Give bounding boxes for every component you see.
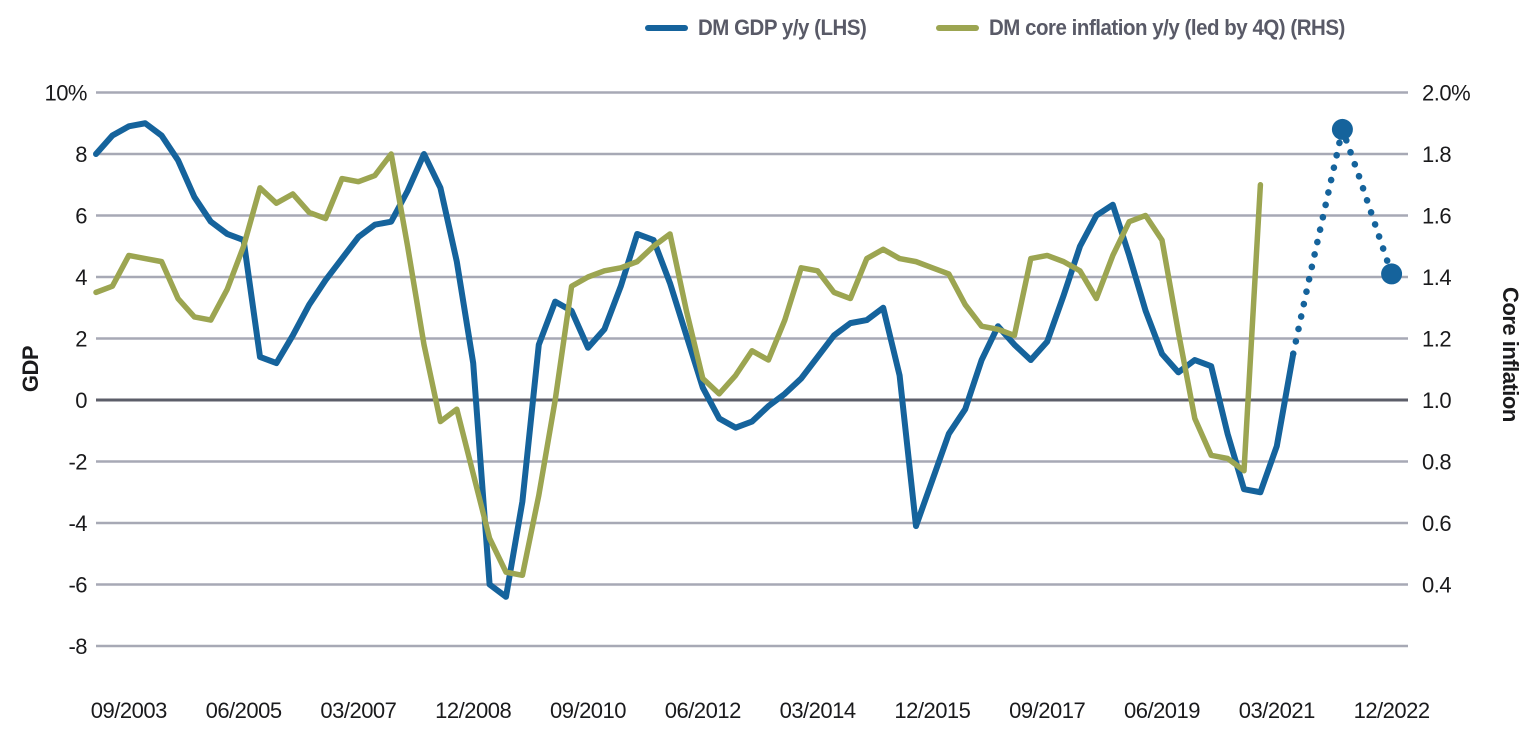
gdp-line-solid (93, 120, 1297, 600)
right-axis-tick-label: 1.6 (1422, 204, 1451, 229)
left-axis-tick-label: 2 (75, 327, 87, 352)
x-axis-tick-label: 06/2005 (206, 698, 282, 723)
left-axis-tick-label: 6 (75, 204, 87, 229)
x-axis-tick-label: 09/2003 (91, 698, 167, 723)
right-axis-tick-label: 2.0% (1422, 81, 1470, 106)
left-axis-tick-label: 8 (75, 142, 87, 167)
right-axis-tick-label: 0.4 (1422, 573, 1451, 598)
left-axis-tick-label: -4 (68, 511, 87, 536)
x-axis-tick-label: 09/2017 (1009, 698, 1085, 723)
right-axis-title: Core inflation (1498, 287, 1523, 422)
right-axis-tick-label: 1.8 (1422, 142, 1451, 167)
x-axis-tick-label: 12/2015 (894, 698, 970, 723)
inflation-line-swatch-icon (936, 25, 979, 31)
gdp-line-swatch-icon (645, 25, 688, 31)
left-axis-tick-label: 10% (44, 81, 87, 106)
forecast-dot-marker (1331, 118, 1353, 140)
legend-item-gdp: DM GDP y/y (LHS) (645, 14, 879, 42)
left-axis-title: GDP (18, 345, 43, 393)
forecast-dot-marker (1381, 263, 1403, 285)
gdp-line-dotted-forecast (1289, 126, 1395, 358)
data-series (93, 118, 1403, 600)
left-axis-tick-label: -2 (68, 450, 87, 475)
inflation-line (93, 151, 1264, 579)
legend: DM GDP y/y (LHS) DM core inflation y/y (… (0, 14, 1533, 48)
axis-tick-labels: 10% 8 6 4 2 0 -2 -4 -6 -8 2.0% 1.8 1.6 1.4 1.2 1.0 0.8 0.… (44, 81, 1470, 724)
x-axis-tick-label: 03/2014 (780, 698, 856, 723)
right-axis-tick-label: 1.0 (1422, 388, 1451, 413)
right-axis-tick-label: 1.2 (1422, 327, 1451, 352)
left-axis-tick-label: -8 (68, 634, 87, 659)
legend-item-inflation: DM core inflation y/y (led by 4Q) (RHS) (936, 14, 1372, 42)
right-axis-tick-label: 0.6 (1422, 511, 1451, 536)
legend-label-inflation: DM core inflation y/y (led by 4Q) (RHS) (989, 15, 1345, 40)
left-axis-tick-label: 0 (75, 388, 87, 413)
x-axis-tick-label: 03/2021 (1239, 698, 1315, 723)
right-axis-tick-label: 1.4 (1422, 265, 1451, 290)
x-axis-tick-label: 12/2008 (435, 698, 511, 723)
left-axis-tick-label: -6 (68, 573, 87, 598)
x-axis-tick-label: 09/2010 (550, 698, 626, 723)
x-axis-tick-label: 03/2007 (320, 698, 396, 723)
x-axis-tick-label: 12/2022 (1354, 698, 1430, 723)
right-axis-tick-label: 0.8 (1422, 450, 1451, 475)
left-axis-tick-label: 4 (75, 265, 87, 290)
x-axis-tick-label: 06/2012 (665, 698, 741, 723)
x-axis-tick-label: 06/2019 (1124, 698, 1200, 723)
legend-label-gdp: DM GDP y/y (LHS) (698, 15, 867, 40)
